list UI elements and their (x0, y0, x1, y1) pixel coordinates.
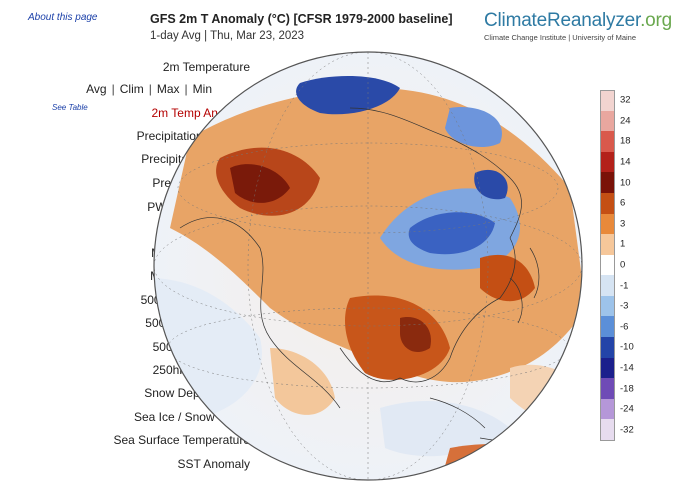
legend-swatch (600, 90, 615, 112)
statistic-options: Avg | Clim | Max | Min (86, 82, 212, 96)
legend-label: 1 (620, 238, 626, 250)
legend-swatch (600, 295, 615, 317)
map-title: GFS 2m T Anomaly (°C) [CFSR 1979-2000 ba… (150, 12, 453, 26)
about-link[interactable]: About this page (28, 12, 98, 23)
legend-label: 32 (620, 94, 631, 106)
legend-label: -1 (620, 280, 629, 292)
menu-item[interactable]: 2m Temperature (162, 60, 250, 74)
globe-map[interactable] (150, 48, 586, 484)
statistic-option[interactable]: Avg (86, 82, 107, 96)
legend-label: 24 (620, 115, 631, 127)
statistic-option[interactable]: Min (192, 82, 212, 96)
brand-tagline: Climate Change Institute | University of… (484, 33, 637, 42)
legend-label: -32 (620, 424, 634, 436)
brand-logo[interactable]: ClimateReanalyzer.org (484, 10, 673, 31)
statistic-option[interactable]: Max (156, 82, 180, 96)
legend-swatch (600, 419, 615, 441)
legend-swatch (600, 357, 615, 379)
legend-label: -14 (620, 362, 634, 374)
separator: | (148, 82, 152, 96)
legend-swatch (600, 337, 615, 358)
legend-label: 18 (620, 135, 631, 147)
legend-label: 3 (620, 218, 626, 230)
legend-label: 0 (620, 259, 626, 271)
legend-swatch (600, 151, 615, 173)
color-scale-legend: 32 24 18 14 10 6 3 1 0 -1 -3 -6 -10 -14 -18 -24 -32 (600, 90, 634, 441)
globe-outline (153, 51, 583, 481)
menu-item[interactable]: SST Anomaly (177, 457, 250, 471)
legend-swatch (600, 192, 615, 214)
globe-svg (153, 51, 583, 481)
legend-label: -10 (620, 341, 634, 353)
legend-swatch (600, 131, 615, 152)
legend-swatch (600, 254, 615, 276)
see-table-link[interactable]: See Table (52, 103, 88, 112)
legend-swatch (600, 172, 615, 193)
map-subtitle: 1-day Avg | Thu, Mar 23, 2023 (150, 30, 305, 42)
legend-label: 6 (620, 197, 626, 209)
legend-swatch (600, 110, 615, 132)
coastlines (179, 107, 571, 446)
legend-swatch (600, 234, 615, 255)
legend-label: -24 (620, 403, 634, 415)
legend-swatch (600, 398, 615, 420)
legend-label: -6 (620, 321, 629, 333)
legend-label: 10 (620, 177, 631, 189)
legend-label: 14 (620, 156, 631, 168)
legend-label: -18 (620, 383, 634, 395)
separator: | (111, 82, 115, 96)
separator: | (184, 82, 188, 96)
legend-swatch (600, 213, 615, 235)
menu-item[interactable]: Sea Surface Temperature (113, 433, 250, 447)
legend-label: -3 (620, 300, 629, 312)
statistic-option[interactable]: Clim (119, 82, 144, 96)
legend-swatch (600, 275, 615, 296)
legend-swatch (600, 378, 615, 399)
legend-swatch (600, 316, 615, 338)
